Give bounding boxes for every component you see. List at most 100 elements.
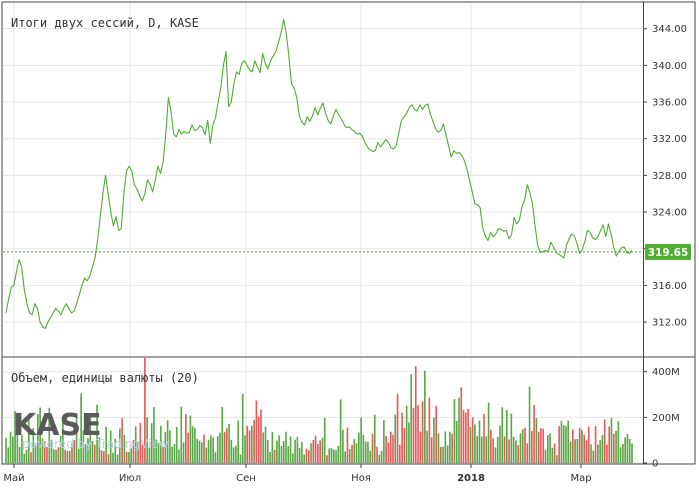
volume-bar	[37, 413, 39, 463]
volume-bar	[353, 439, 356, 463]
volume-bar	[458, 397, 460, 463]
volume-bar	[39, 407, 41, 463]
last-price-tag	[645, 243, 691, 260]
volume-bar	[164, 432, 167, 463]
volume-bar	[80, 393, 82, 463]
volume-bar	[32, 428, 35, 463]
volume-bar	[182, 442, 185, 463]
volume-bar	[517, 445, 519, 463]
volume-bar	[337, 445, 340, 463]
volume-bar	[610, 418, 613, 463]
volume-bar	[424, 370, 426, 463]
volume-bar	[460, 387, 463, 463]
volume-bar	[198, 440, 201, 463]
volume-bar	[100, 450, 103, 463]
volume-bar	[414, 366, 417, 463]
volume-bar	[269, 452, 271, 463]
volume-bar	[180, 406, 183, 463]
volume-bar	[292, 453, 294, 463]
volume-bar	[405, 405, 408, 463]
volume-bar	[253, 419, 255, 463]
volume-bar	[130, 448, 133, 463]
volume-bar	[326, 455, 328, 463]
volume-bar	[398, 444, 401, 463]
volume-bar	[483, 413, 485, 463]
volume-bar	[185, 414, 187, 463]
volume-bar	[360, 417, 362, 463]
last-price-label: 319.65	[648, 247, 689, 259]
volume-bar	[5, 437, 7, 463]
volume-tick-label: 400M	[652, 367, 680, 378]
volume-bar	[601, 435, 604, 463]
volume-bar	[394, 414, 397, 463]
volume-bar	[560, 421, 563, 463]
volume-bar	[303, 454, 306, 463]
volume-bar	[603, 419, 606, 463]
volume-bar	[319, 440, 321, 463]
volume-bar	[52, 449, 55, 463]
volume-bar	[403, 427, 406, 463]
volume-bar	[93, 444, 96, 463]
volume-bar	[84, 444, 87, 463]
volume-bar	[200, 442, 203, 463]
volume-bar	[328, 448, 331, 463]
volume-bar	[521, 429, 524, 463]
volume-bar	[155, 439, 158, 463]
volume-bar	[321, 437, 324, 463]
volume-bar	[166, 420, 169, 463]
volume-bar	[134, 426, 137, 463]
volume-bar	[266, 440, 269, 463]
volume-bar	[474, 424, 476, 463]
volume-bar	[150, 423, 153, 463]
volume-bar	[139, 422, 142, 463]
volume-bar	[78, 448, 80, 463]
volume-bar	[157, 442, 160, 463]
volume-bar	[196, 438, 199, 463]
volume-bar	[214, 452, 217, 463]
volume-bar	[187, 432, 189, 463]
volume-bar	[25, 449, 28, 463]
price-tick-label: 316.00	[652, 281, 687, 292]
volume-bar	[103, 451, 105, 463]
volume-bar	[565, 426, 567, 463]
volume-bar	[476, 436, 479, 463]
volume-bar	[419, 431, 422, 463]
volume-bar	[91, 441, 94, 463]
volume-bar	[307, 450, 310, 463]
volume-bar	[371, 433, 374, 463]
x-tick-label: Сен	[236, 473, 256, 484]
volume-bar	[455, 421, 458, 463]
volume-bar	[383, 420, 385, 463]
volume-bar	[426, 430, 428, 463]
volume-bar	[225, 428, 228, 463]
volume-bar	[487, 402, 490, 463]
volume-bar	[446, 445, 449, 463]
volume-bar	[572, 429, 574, 463]
volume-bar	[105, 426, 107, 463]
volume-bar	[540, 428, 542, 463]
volume-bar	[619, 447, 622, 463]
volume-bar	[378, 454, 381, 463]
volume-bar	[287, 446, 290, 463]
volume-bar	[30, 452, 32, 463]
volume-bar	[330, 448, 333, 463]
volume-bar	[608, 426, 611, 463]
kase-logo-text: KASE	[13, 408, 102, 443]
volume-bar	[485, 436, 488, 463]
volume-bar	[205, 447, 208, 463]
price-tick-label: 324.00	[652, 208, 687, 219]
volume-bar	[594, 426, 597, 463]
volume-bar	[314, 435, 317, 463]
volume-bar	[16, 415, 19, 463]
volume-bar	[546, 435, 549, 463]
volume-bar	[624, 437, 626, 463]
volume-bar	[410, 374, 413, 463]
volume-bar	[82, 430, 85, 463]
volume-bar	[401, 412, 403, 463]
volume-bar	[125, 451, 128, 463]
volume-bar	[558, 426, 560, 463]
volume-bar	[553, 443, 556, 463]
volume-bar	[535, 418, 538, 463]
